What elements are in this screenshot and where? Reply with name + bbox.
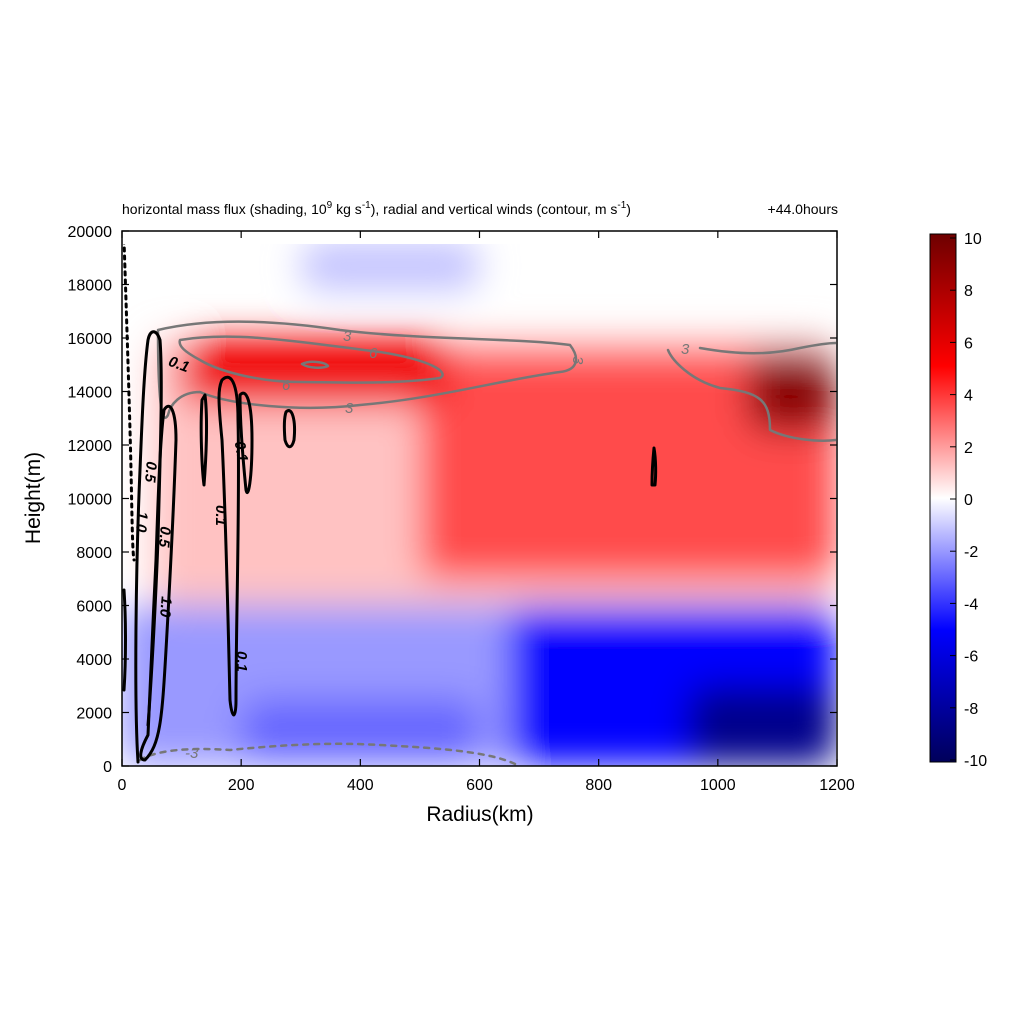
colorbar-tick-label: -2 bbox=[964, 544, 978, 561]
shading-region bbox=[241, 699, 480, 761]
colorbar bbox=[929, 233, 957, 763]
vertical-contour-2 bbox=[139, 404, 178, 762]
shading-region bbox=[181, 338, 450, 405]
contour-label: 3 bbox=[343, 328, 352, 345]
radial-contour-small bbox=[300, 360, 330, 369]
x-tick-label: 800 bbox=[585, 777, 612, 794]
vertical-contour-left-edge bbox=[122, 588, 127, 692]
colorbar-tick-label: 8 bbox=[964, 283, 973, 300]
time-label: +44.0hours bbox=[768, 201, 838, 217]
contour-label: 0.5 bbox=[155, 526, 174, 549]
shading-layer bbox=[122, 244, 836, 766]
vertical-contour-7 bbox=[650, 446, 658, 487]
x-tick-label: 400 bbox=[347, 777, 374, 794]
radial-contour-3-right bbox=[666, 348, 836, 442]
y-tick-label: 2000 bbox=[76, 706, 112, 723]
colorbar-tick-label: 10 bbox=[964, 231, 982, 248]
colorbar-tick-label: -8 bbox=[964, 701, 978, 718]
shading-region bbox=[747, 351, 836, 432]
contour-label: 0.1 bbox=[231, 440, 251, 463]
y-tick-label: 20000 bbox=[68, 224, 113, 241]
contour-label: 0.1 bbox=[166, 353, 191, 376]
y-tick-label: 12000 bbox=[68, 438, 113, 455]
radial-contour-6 bbox=[178, 335, 444, 384]
x-tick-label: 0 bbox=[118, 777, 127, 794]
vertical-contour-dotted bbox=[122, 244, 136, 562]
x-tick-label: 1000 bbox=[700, 777, 736, 794]
contour-label: 0.1 bbox=[212, 505, 229, 526]
contour-label: 6 bbox=[282, 377, 291, 394]
y-tick-label: 10000 bbox=[68, 492, 113, 509]
chart-title: horizontal mass flux (shading, 109 kg s-… bbox=[122, 200, 631, 217]
contour-label: 1.0 bbox=[132, 511, 151, 534]
colorbar-ticks: 10 8 6 4 2 0 -2 -4 -6 -8 -10 bbox=[950, 231, 987, 770]
vertical-contour-6 bbox=[282, 409, 296, 449]
colorbar-tick-label: 2 bbox=[964, 440, 973, 457]
shading-region bbox=[419, 351, 836, 579]
x-axis: 0 200 400 600 800 1000 1200 bbox=[118, 231, 855, 794]
contour-labels: 3 6 6 3 3 3 -3 0.1 0.1 0.1 0.1 0.5 0.5 1… bbox=[132, 328, 690, 762]
contour-label: 0.5 bbox=[141, 461, 160, 484]
x-axis-title: Radius(km) bbox=[426, 803, 533, 826]
y-tick-label: 6000 bbox=[76, 599, 112, 616]
contour-label: 3 bbox=[681, 341, 690, 358]
colorbar-tick-label: -10 bbox=[964, 753, 987, 770]
shading-region bbox=[688, 685, 836, 766]
vertical-contour-5 bbox=[238, 391, 254, 494]
radial-contour-3-right-top bbox=[698, 341, 836, 355]
vertical-contour-3 bbox=[199, 393, 209, 487]
colorbar-tick-label: 6 bbox=[964, 335, 973, 352]
contour-label: 1.0 bbox=[156, 596, 175, 619]
contour-label: 6 bbox=[369, 345, 378, 362]
colorbar-tick-label: 4 bbox=[964, 388, 973, 405]
vertical-contour-4 bbox=[217, 375, 241, 717]
contour-label: 0.1 bbox=[233, 651, 250, 672]
x-tick-label: 1200 bbox=[819, 777, 855, 794]
contour-layer bbox=[122, 244, 836, 766]
y-tick-label: 16000 bbox=[68, 331, 113, 348]
y-tick-label: 8000 bbox=[76, 545, 112, 562]
radial-contour-3-outer bbox=[156, 320, 578, 419]
y-axis-title: Height(m) bbox=[22, 452, 45, 544]
y-tick-label: 4000 bbox=[76, 652, 112, 669]
x-tick-label: 200 bbox=[228, 777, 255, 794]
x-tick-label: 600 bbox=[466, 777, 493, 794]
contour-label: -3 bbox=[185, 745, 199, 762]
y-tick-label: 0 bbox=[103, 759, 112, 776]
y-tick-label: 18000 bbox=[68, 278, 113, 295]
colorbar-tick-label: -6 bbox=[964, 649, 978, 666]
radial-contour-neg3 bbox=[138, 742, 517, 766]
shading-region bbox=[300, 244, 480, 290]
colorbar-tick-label: 0 bbox=[964, 492, 973, 509]
contour-label: 3 bbox=[569, 356, 586, 365]
y-axis: 0 2000 4000 6000 8000 10000 12000 14000 16000 180… bbox=[68, 224, 837, 776]
contour-label: 3 bbox=[345, 400, 354, 417]
colorbar-tick-label: -4 bbox=[964, 596, 978, 613]
y-tick-label: 14000 bbox=[68, 385, 113, 402]
